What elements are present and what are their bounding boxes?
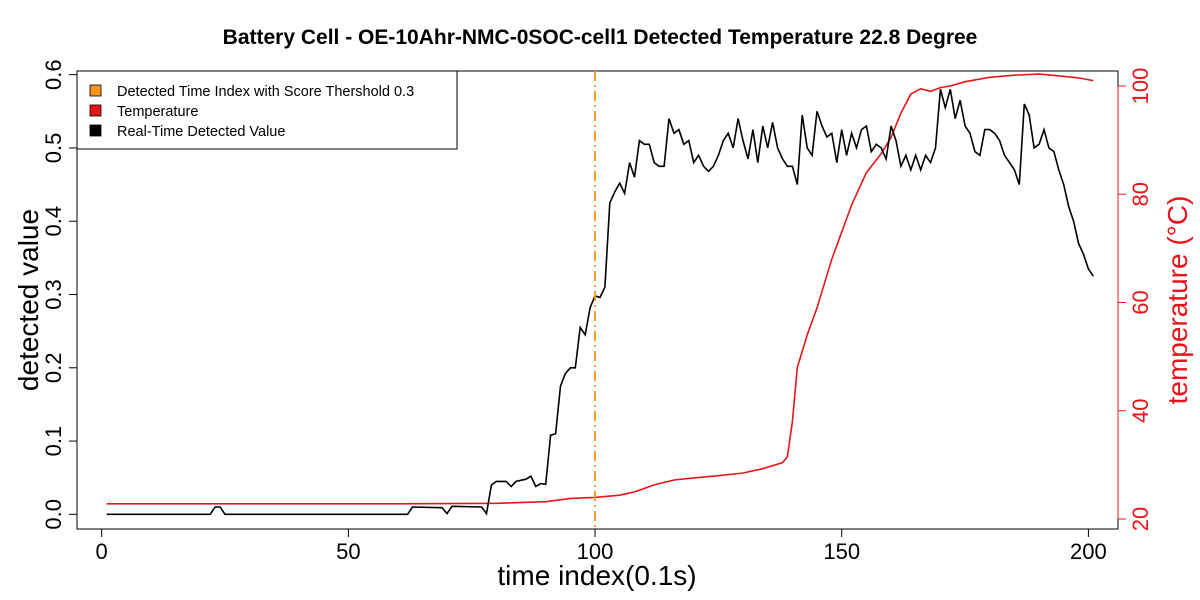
x-axis: 0 50 100 150 200 xyxy=(96,528,1107,564)
y-tick-label: 0.4 xyxy=(41,206,66,237)
legend-label-detected-value: Real-Time Detected Value xyxy=(117,124,285,140)
legend-label-temperature: Temperature xyxy=(117,104,198,120)
y-tick-label: 0.3 xyxy=(41,279,66,310)
series-layer xyxy=(106,71,1094,529)
x-axis-label: time index(0.1s) xyxy=(497,560,696,591)
x-tick-label: 50 xyxy=(336,539,360,564)
legend: Detected Time Index with Score Thershold… xyxy=(76,70,458,150)
y-tick-label: 0.0 xyxy=(41,499,66,530)
y2-tick-label: 80 xyxy=(1128,182,1153,206)
y-axis-label: detected value xyxy=(13,209,44,391)
y2-tick-label: 100 xyxy=(1128,68,1153,105)
y-tick-label: 0.1 xyxy=(41,426,66,457)
legend-label-threshold: Detected Time Index with Score Thershold… xyxy=(117,84,414,100)
y2-axis-label: temperature (°C) xyxy=(1162,196,1193,405)
x-tick-label: 200 xyxy=(1070,539,1107,564)
y-axis: 0.0 0.1 0.2 0.3 0.4 0.5 0.6 xyxy=(41,59,77,530)
y2-tick-label: 40 xyxy=(1128,399,1153,423)
chart-title: Battery Cell - OE-10Ahr-NMC-0SOC-cell1 D… xyxy=(223,26,978,49)
x-tick-label: 0 xyxy=(96,539,108,564)
y2-axis: 20 40 60 80 100 xyxy=(1117,68,1153,531)
x-tick-label: 100 xyxy=(577,539,614,564)
legend-swatch-threshold xyxy=(89,84,102,97)
series-line-temperature xyxy=(106,73,1094,505)
y-tick-label: 0.5 xyxy=(41,133,66,164)
y-tick-label: 0.2 xyxy=(41,352,66,383)
series-line-detected-value xyxy=(106,89,1094,516)
legend-box xyxy=(76,70,458,150)
y-tick-label: 0.6 xyxy=(41,59,66,90)
legend-swatch-detected-value xyxy=(89,124,102,137)
x-tick-label: 150 xyxy=(823,539,860,564)
y2-tick-label: 60 xyxy=(1128,290,1153,314)
legend-swatch-temperature xyxy=(89,104,102,117)
y2-tick-label: 20 xyxy=(1128,507,1153,531)
